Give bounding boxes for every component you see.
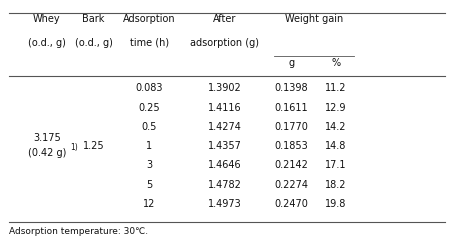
Text: 18.2: 18.2	[325, 180, 347, 190]
Text: 14.8: 14.8	[326, 141, 347, 151]
Text: time (h): time (h)	[129, 38, 169, 48]
Text: 0.1853: 0.1853	[275, 141, 308, 151]
Text: 1): 1)	[70, 144, 78, 152]
Text: 0.1611: 0.1611	[275, 102, 308, 113]
Text: Adsorption temperature: 30℃.: Adsorption temperature: 30℃.	[9, 227, 148, 236]
Text: Whey: Whey	[33, 14, 61, 24]
Text: 11.2: 11.2	[325, 83, 347, 93]
Text: 0.2142: 0.2142	[275, 160, 308, 170]
Text: adsorption (g): adsorption (g)	[190, 38, 259, 48]
Text: 1: 1	[146, 141, 152, 151]
Text: (o.d., g): (o.d., g)	[74, 38, 113, 48]
Text: 3.175: 3.175	[33, 133, 61, 143]
Text: Weight gain: Weight gain	[285, 14, 343, 24]
Text: 1.25: 1.25	[83, 141, 104, 151]
Text: g: g	[288, 58, 295, 68]
Text: (0.42 g): (0.42 g)	[28, 148, 66, 158]
Text: 3: 3	[146, 160, 152, 170]
Text: 0.1398: 0.1398	[275, 83, 308, 93]
Text: 1.4116: 1.4116	[208, 102, 242, 113]
Text: 5: 5	[146, 180, 152, 190]
Text: 1.4646: 1.4646	[208, 160, 242, 170]
Text: 1.3902: 1.3902	[208, 83, 242, 93]
Text: 1.4274: 1.4274	[208, 122, 242, 132]
Text: (o.d., g): (o.d., g)	[28, 38, 66, 48]
Text: 1.4357: 1.4357	[208, 141, 242, 151]
Text: 1.4973: 1.4973	[208, 199, 242, 209]
Text: 0.25: 0.25	[138, 102, 160, 113]
Text: 19.8: 19.8	[326, 199, 347, 209]
Text: 0.2470: 0.2470	[275, 199, 308, 209]
Text: 12: 12	[143, 199, 155, 209]
Text: 1.4782: 1.4782	[208, 180, 242, 190]
Text: 0.2274: 0.2274	[275, 180, 309, 190]
Text: %: %	[331, 58, 340, 68]
Text: 0.1770: 0.1770	[275, 122, 308, 132]
Text: 12.9: 12.9	[325, 102, 347, 113]
Text: Adsorption: Adsorption	[123, 14, 175, 24]
Text: After: After	[213, 14, 237, 24]
Text: 0.083: 0.083	[135, 83, 163, 93]
Text: Bark: Bark	[82, 14, 105, 24]
Text: 17.1: 17.1	[325, 160, 347, 170]
Text: 14.2: 14.2	[325, 122, 347, 132]
Text: 0.5: 0.5	[142, 122, 157, 132]
